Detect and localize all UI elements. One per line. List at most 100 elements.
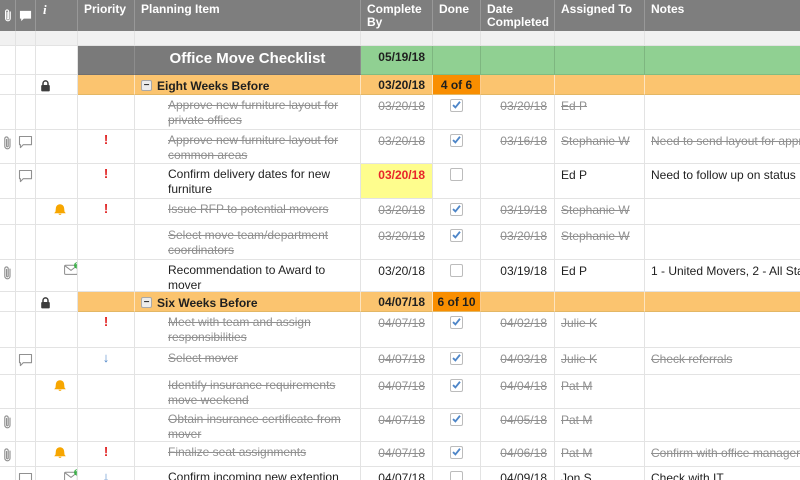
date-completed-cell[interactable] (481, 75, 555, 95)
comment-cell[interactable] (16, 375, 36, 409)
done-checkbox[interactable] (450, 203, 463, 216)
comment-cell[interactable] (16, 348, 36, 375)
done-checkbox[interactable] (450, 134, 463, 147)
comment-cell[interactable] (16, 164, 36, 199)
notes-cell[interactable] (645, 75, 800, 95)
comment-cell[interactable] (16, 260, 36, 292)
date-completed-cell[interactable] (481, 46, 555, 75)
notes-cell[interactable]: Need to send layout for approval (645, 130, 800, 164)
priority-cell[interactable]: ! (78, 164, 135, 199)
complete-by-column-header[interactable]: Complete By (361, 0, 433, 31)
planning-item-cell[interactable]: − Six Weeks Before (135, 292, 361, 312)
done-cell[interactable] (433, 46, 481, 75)
planning-item-cell[interactable]: Approve new furniture layout for common … (135, 130, 361, 164)
date-completed-cell[interactable]: 04/05/18 (481, 409, 555, 442)
done-cell[interactable] (433, 95, 481, 130)
complete-by-cell[interactable]: 04/07/18 (361, 467, 433, 480)
priority-cell[interactable] (78, 95, 135, 130)
done-column-header[interactable]: Done (433, 0, 481, 31)
assigned-to-cell[interactable]: Jon S (555, 467, 645, 480)
complete-by-cell[interactable]: 04/07/18 (361, 409, 433, 442)
done-checkbox[interactable] (450, 471, 463, 480)
done-checkbox[interactable] (450, 264, 463, 277)
done-checkbox[interactable] (450, 168, 463, 181)
assigned-to-cell[interactable] (555, 75, 645, 95)
notes-cell[interactable] (645, 375, 800, 409)
date-completed-cell[interactable]: 04/06/18 (481, 442, 555, 467)
planning-item-cell[interactable]: − Eight Weeks Before (135, 75, 361, 95)
complete-by-cell[interactable]: 04/07/18 (361, 292, 433, 312)
comment-cell[interactable] (16, 442, 36, 467)
notes-cell[interactable]: Check with IT (645, 467, 800, 480)
done-cell[interactable] (433, 164, 481, 199)
done-checkbox[interactable] (450, 379, 463, 392)
date-completed-cell[interactable]: 04/02/18 (481, 312, 555, 348)
complete-by-cell[interactable]: 03/20/18 (361, 75, 433, 95)
collapse-button[interactable]: − (141, 297, 152, 308)
done-cell[interactable] (433, 199, 481, 225)
done-checkbox[interactable] (450, 229, 463, 242)
attachment-cell[interactable] (0, 375, 16, 409)
planning-item-cell[interactable]: Finalize seat assignments (135, 442, 361, 467)
notes-cell[interactable]: 1 - United Movers, 2 - All Star (645, 260, 800, 292)
assigned-to-cell[interactable] (555, 46, 645, 75)
attachment-cell[interactable] (0, 348, 16, 375)
comment-cell[interactable] (16, 225, 36, 260)
priority-cell[interactable] (78, 260, 135, 292)
planning-item-cell[interactable]: Select mover (135, 348, 361, 375)
date-completed-cell[interactable] (481, 164, 555, 199)
done-checkbox[interactable] (450, 352, 463, 365)
attachment-cell[interactable] (0, 409, 16, 442)
date-completed-cell[interactable]: 03/20/18 (481, 95, 555, 130)
assigned-to-cell[interactable]: Stephanie W (555, 130, 645, 164)
priority-cell[interactable] (78, 46, 135, 75)
complete-by-cell[interactable]: 04/07/18 (361, 312, 433, 348)
notes-cell[interactable] (645, 312, 800, 348)
notes-cell[interactable] (645, 292, 800, 312)
done-checkbox[interactable] (450, 446, 463, 459)
comment-cell[interactable] (16, 409, 36, 442)
assigned-to-column-header[interactable]: Assigned To (555, 0, 645, 31)
notes-cell[interactable] (645, 95, 800, 130)
priority-cell[interactable] (78, 409, 135, 442)
done-cell[interactable] (433, 225, 481, 260)
planning-item-cell[interactable]: Recommendation to Award to mover (135, 260, 361, 292)
complete-by-cell[interactable]: 04/07/18 (361, 442, 433, 467)
complete-by-cell[interactable]: 03/20/18 (361, 95, 433, 130)
assigned-to-cell[interactable]: Julie K (555, 312, 645, 348)
planning-item-cell[interactable]: Office Move Checklist (135, 46, 361, 75)
date-completed-cell[interactable]: 03/20/18 (481, 225, 555, 260)
complete-by-cell[interactable]: 03/20/18 (361, 130, 433, 164)
priority-cell[interactable] (78, 375, 135, 409)
attachment-cell[interactable] (0, 225, 16, 260)
complete-by-cell-overdue[interactable]: 03/20/18 (361, 164, 433, 199)
attachment-cell[interactable] (0, 260, 16, 292)
date-completed-column-header[interactable]: Date Completed (481, 0, 555, 31)
attachment-cell[interactable] (0, 467, 16, 480)
comment-cell[interactable] (16, 292, 36, 312)
comment-cell[interactable] (16, 467, 36, 480)
planning-item-cell[interactable]: Obtain insurance certificate from mover (135, 409, 361, 442)
collapse-button[interactable]: − (141, 80, 152, 91)
comment-cell[interactable] (16, 312, 36, 348)
priority-cell[interactable]: ! (78, 199, 135, 225)
priority-cell[interactable]: ↓ (78, 348, 135, 375)
assigned-to-cell[interactable]: Ed P (555, 164, 645, 199)
done-checkbox[interactable] (450, 316, 463, 329)
assigned-to-cell[interactable]: Julie K (555, 348, 645, 375)
done-cell[interactable] (433, 467, 481, 480)
priority-cell[interactable] (78, 292, 135, 312)
attachment-cell[interactable] (0, 130, 16, 164)
comment-cell[interactable] (16, 130, 36, 164)
assigned-to-cell[interactable] (555, 292, 645, 312)
complete-by-cell[interactable]: 03/20/18 (361, 199, 433, 225)
planning-item-cell[interactable]: Select move team/department coordinators (135, 225, 361, 260)
priority-cell[interactable]: ↓ (78, 467, 135, 480)
attachment-cell[interactable] (0, 46, 16, 75)
planning-item-cell[interactable]: Identify insurance requirements move wee… (135, 375, 361, 409)
assigned-to-cell[interactable]: Ed P (555, 95, 645, 130)
priority-cell[interactable] (78, 75, 135, 95)
done-cell[interactable] (433, 312, 481, 348)
notes-cell[interactable] (645, 199, 800, 225)
empty-row[interactable] (0, 31, 800, 46)
